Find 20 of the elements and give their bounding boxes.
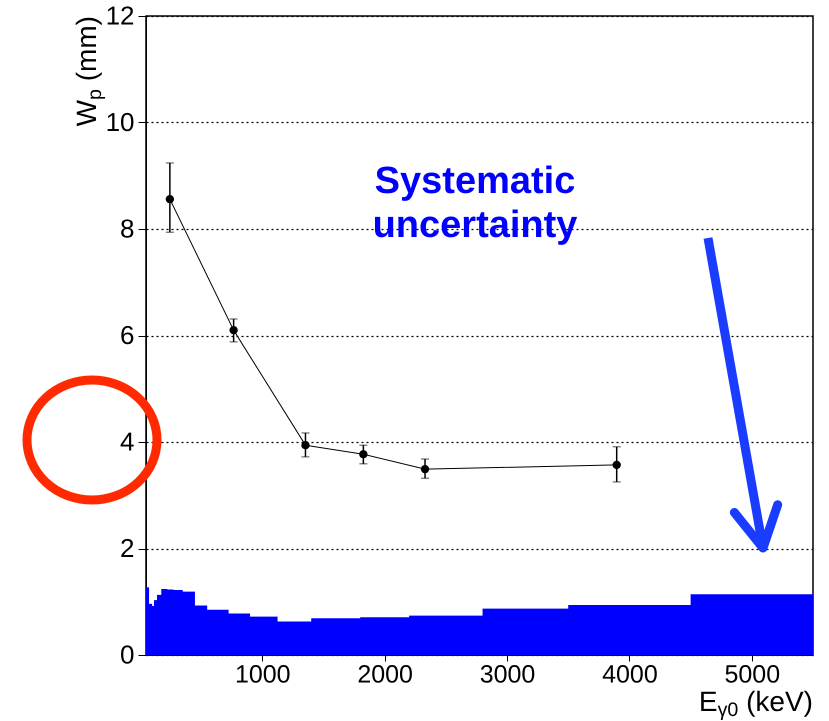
point	[420, 464, 430, 474]
x-tick-label: 2000	[357, 660, 413, 688]
annotation: Systematic uncertainty	[372, 160, 578, 246]
point	[166, 195, 174, 204]
point	[229, 326, 238, 334]
point	[612, 460, 621, 470]
y-tick-label: 10	[106, 107, 134, 137]
y-tick-label: 4	[120, 426, 134, 456]
y-tick-label: 2	[120, 533, 134, 563]
x-tick-label: 1000	[234, 660, 291, 688]
x-tick-label: 4000	[602, 660, 658, 688]
x-tick-label: 5000	[724, 660, 780, 688]
y-tick-label: 12	[106, 0, 134, 30]
y-tick-label: 6	[120, 320, 134, 350]
point	[301, 441, 310, 450]
y-tick-label: 8	[120, 214, 134, 244]
x-tick-label: 3000	[480, 660, 536, 688]
y-tick-label: 0	[120, 640, 134, 670]
point	[359, 450, 368, 458]
x-axis-title: E$_{γ0}$ (keV)	[698, 686, 813, 721]
